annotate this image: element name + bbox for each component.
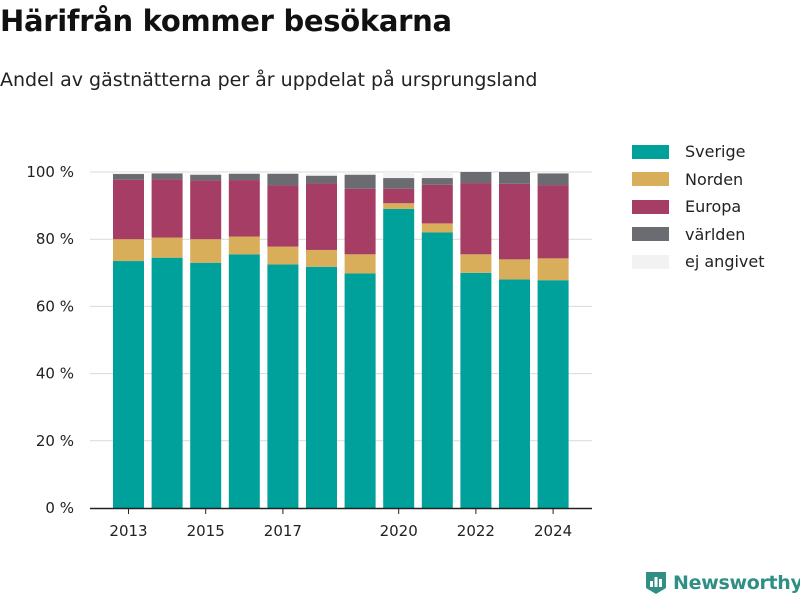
bar-segment [113,174,144,180]
chart-subtitle: Andel av gästnätterna per år uppdelat på… [0,69,538,91]
bar-segment [113,172,144,175]
bar-segment [190,180,222,240]
bar-segment [537,280,569,508]
x-tick-label: 2015 [187,522,225,540]
bar-segment [383,188,415,204]
bar-segment [537,185,569,259]
bar-segment [383,172,415,179]
bar-segment [344,172,376,175]
y-tick-labels: 0 % 20 % 40 % 60 % 80 % 100 % [26,163,74,517]
bar-segment [383,178,415,189]
bar-segment [228,172,260,174]
x-tick-label: 2020 [380,522,418,540]
bar-segment [499,172,530,184]
bar-segment [151,179,183,238]
bar-segment [113,239,144,262]
legend-item: ej angivet [632,248,765,276]
bar-segment [151,173,183,180]
legend-label: världen [685,224,746,244]
bar-segment [267,173,299,186]
bar-segment [460,183,492,255]
legend-swatch [632,144,669,159]
legend-label: Europa [685,197,742,217]
bar-segment [228,180,260,237]
bar-segment [460,272,492,508]
bar-segment [344,174,376,189]
legend-swatch [632,254,669,269]
bar-segment [383,203,415,209]
bar-segment [383,208,415,508]
y-tick-label: 0 % [45,499,74,517]
legend: Sverige Norden Europa världen ej angivet [632,138,765,276]
bar-segment [537,172,569,174]
bar-segment [499,259,530,280]
x-tick-label: 2017 [264,522,302,540]
y-tick-label: 60 % [36,297,74,315]
x-tick-labels: 2013 2015 2017 2020 2022 2024 [109,508,572,540]
legend-label: Norden [685,169,744,189]
legend-item: världen [632,221,765,249]
newsworthy-icon [646,572,666,594]
bar-segment [267,264,299,508]
bar-segment [460,172,492,184]
bar-segment [421,232,453,509]
y-tick-label: 100 % [26,163,74,181]
bar-segment [306,266,337,508]
legend-item: Sverige [632,138,765,166]
bar-segment [344,273,376,508]
bar-segment [421,223,453,233]
bar-segment [537,173,569,186]
bar-segment [190,172,222,175]
bar-segment [228,173,260,181]
bar-segment [460,254,492,273]
bar-segment [228,254,260,508]
bar-segment [151,257,183,508]
bar-segment [190,239,222,263]
x-tick-label: 2024 [534,522,572,540]
x-tick-label: 2022 [457,522,495,540]
legend-label: ej angivet [685,252,765,272]
legend-swatch [632,199,669,214]
legend-swatch [632,227,669,242]
bar-segment [113,179,144,240]
bar-segment [267,172,299,174]
bar-segment [190,174,222,181]
bar-segment [537,258,569,281]
y-tick-label: 40 % [36,365,74,383]
bar-segment [306,183,337,250]
bar-segment [421,184,453,224]
bars [113,172,569,509]
x-tick-label: 2013 [109,522,147,540]
bar-segment [267,185,299,247]
legend-swatch [632,172,669,187]
brand-name: Newsworthy [673,572,800,594]
bar-segment [499,183,530,260]
bar-segment [113,261,144,508]
y-tick-label: 80 % [36,230,74,248]
bar-segment [306,249,337,267]
legend-label: Sverige [685,142,746,162]
bar-segment [306,173,337,176]
bar-segment [344,188,376,255]
bar-segment [421,172,453,179]
bar-segment [151,172,183,174]
brand-logo: Newsworthy [645,571,800,595]
bar-segment [499,279,530,508]
bar-segment [344,254,376,274]
bar-segment [306,175,337,184]
bar-segment [190,262,222,508]
bar-segment [151,237,183,258]
chart-title: Härifrån kommer besökarna [0,4,452,38]
legend-item: Europa [632,193,765,221]
bar-segment [228,236,260,255]
legend-item: Norden [632,166,765,194]
bar-segment [267,246,299,265]
bar-segment [421,178,453,185]
y-tick-label: 20 % [36,432,74,450]
